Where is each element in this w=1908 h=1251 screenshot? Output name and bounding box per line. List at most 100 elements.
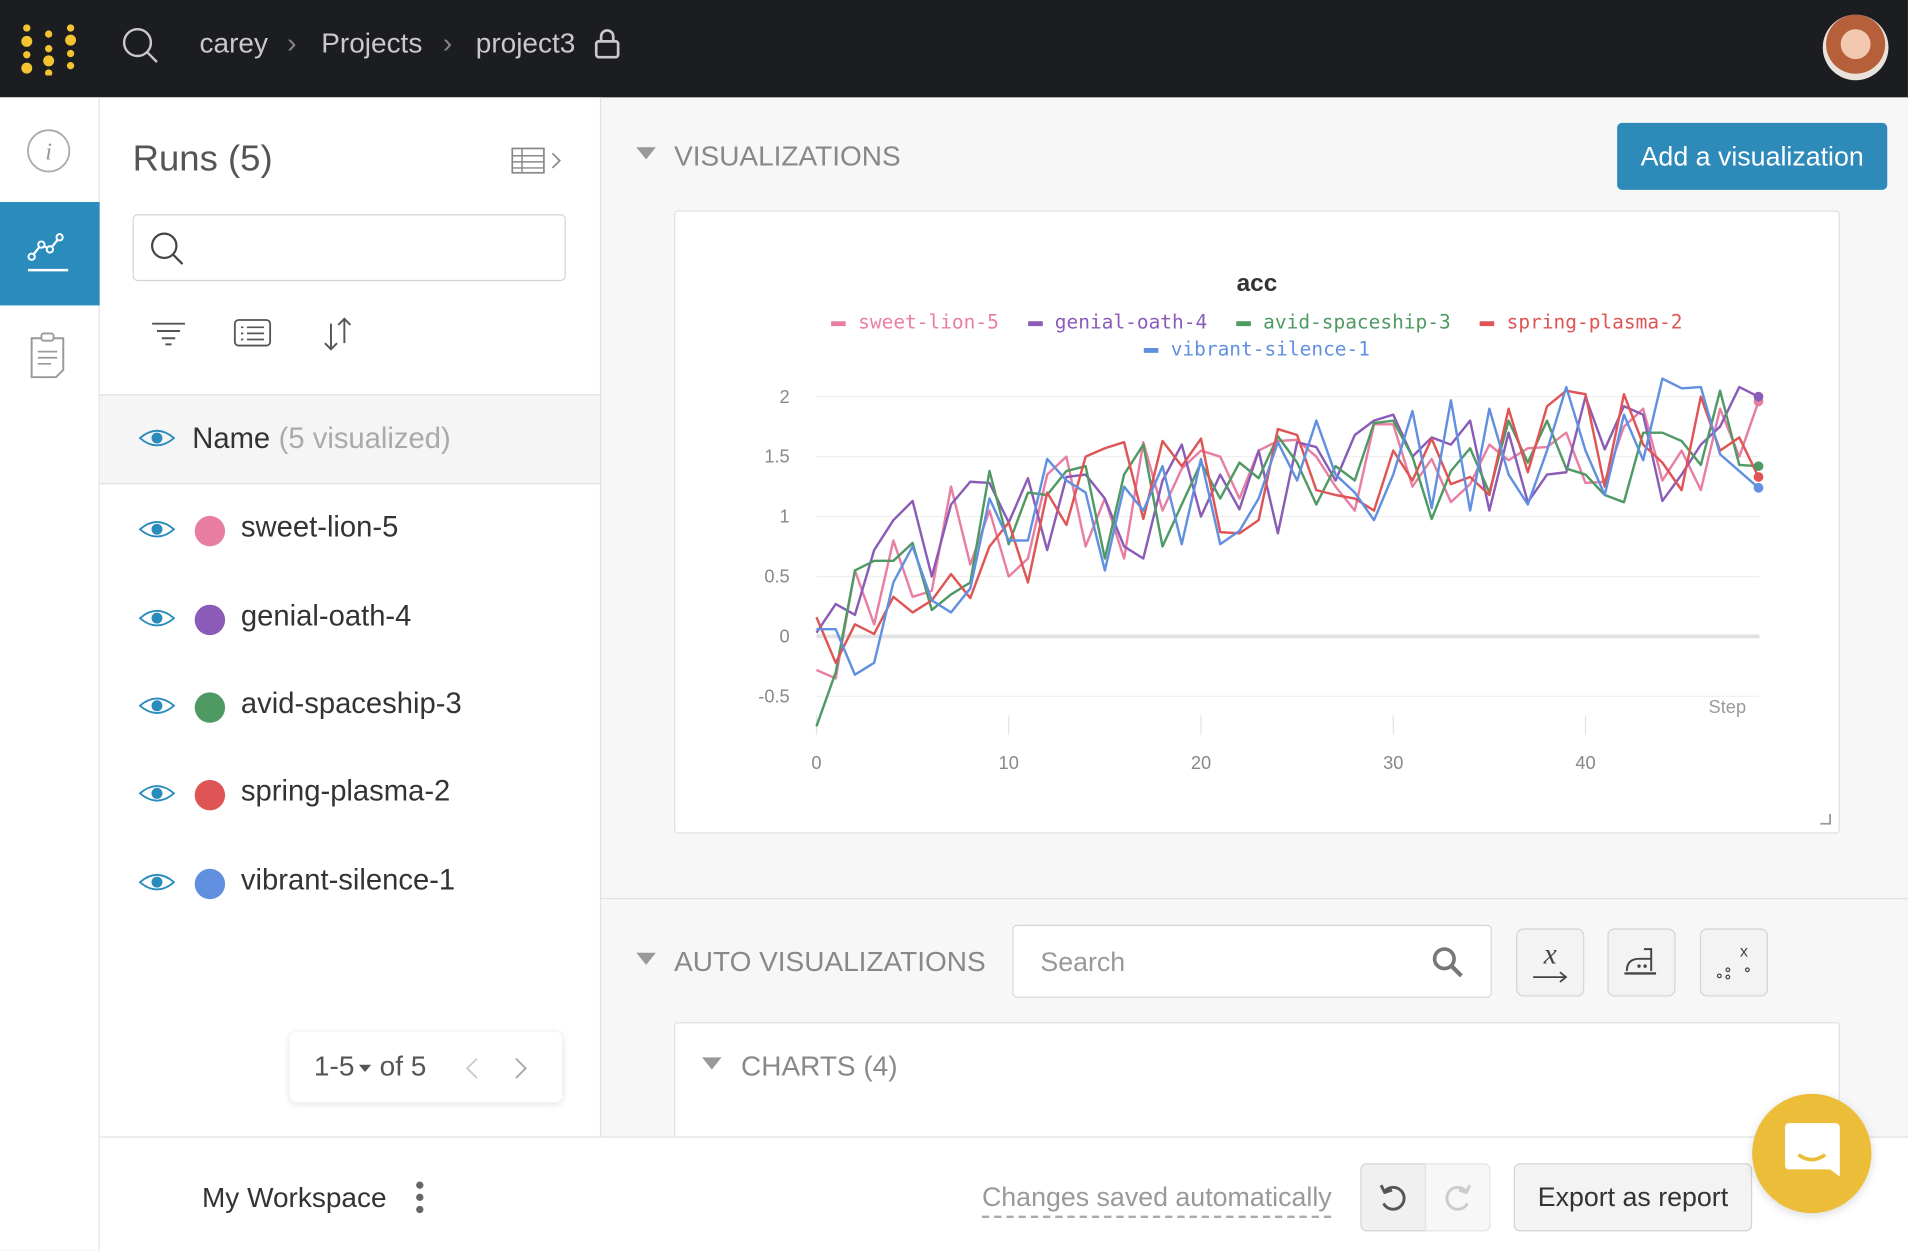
chat-widget-button[interactable] <box>1752 1093 1872 1214</box>
charts-icon <box>27 233 69 272</box>
legend-item[interactable]: spring-plasma-2 <box>1479 310 1683 334</box>
collapse-visualizations-icon[interactable] <box>636 147 656 160</box>
chevron-left-icon[interactable] <box>462 1056 481 1080</box>
run-row[interactable]: vibrant-silence-1 <box>100 847 600 920</box>
x-axis-button[interactable]: x <box>1516 928 1585 997</box>
pagination: 1-5 of 5 <box>289 1031 563 1103</box>
breadcrumb-user[interactable]: carey <box>199 26 269 59</box>
outliers-button[interactable]: x <box>1699 928 1769 997</box>
avatar[interactable] <box>1822 14 1889 81</box>
run-color-swatch[interactable] <box>194 604 226 636</box>
chart-title: acc <box>1236 270 1278 297</box>
lock-icon <box>594 29 620 59</box>
run-color-swatch[interactable] <box>194 779 226 811</box>
bottom-bar: My Workspace Changes saved automatically… <box>99 1136 1908 1251</box>
auto-visualizations-header: AUTO VISUALIZATIONS <box>674 945 986 978</box>
workspace-name: My Workspace <box>201 1181 387 1214</box>
x-tick-label: 40 <box>1575 752 1595 773</box>
auto-search-input[interactable]: Search <box>1012 924 1492 998</box>
search-icon[interactable] <box>122 27 161 66</box>
run-name[interactable]: avid-spaceship-3 <box>240 687 462 721</box>
runs-panel: Runs (5) Name (5 visualized) <box>99 97 602 1137</box>
series-end-point-avid-spaceship-3 <box>1753 461 1764 472</box>
runs-search-input[interactable] <box>132 214 566 282</box>
run-name[interactable]: genial-oath-4 <box>240 599 412 633</box>
legend-swatch <box>1143 347 1159 353</box>
run-row[interactable]: avid-spaceship-3 <box>100 670 600 743</box>
breadcrumb-project[interactable]: project3 <box>475 26 576 59</box>
visualized-count: (5 visualized) <box>278 422 451 456</box>
collapse-charts-icon[interactable] <box>702 1057 722 1070</box>
page-range-select[interactable]: 1-5 <box>313 1050 355 1082</box>
legend-item[interactable]: sweet-lion-5 <box>831 310 999 333</box>
series-end-point-spring-plasma-2 <box>1753 472 1764 482</box>
sort-icon[interactable] <box>321 316 355 353</box>
redo-button[interactable] <box>1424 1163 1491 1232</box>
notes-icon[interactable] <box>27 331 71 382</box>
run-row[interactable]: spring-plasma-2 <box>100 758 600 831</box>
y-tick-label: 0 <box>780 625 790 646</box>
legend-label: genial-oath-4 <box>1054 310 1208 334</box>
eye-icon[interactable] <box>138 871 176 893</box>
group-icon[interactable] <box>233 319 273 348</box>
series-line-avid-spaceship-3 <box>815 389 1759 727</box>
legend-item[interactable]: genial-oath-4 <box>1028 310 1207 333</box>
run-color-swatch[interactable] <box>194 692 226 723</box>
undo-icon <box>1379 1184 1406 1211</box>
x-axis-label: Step <box>1709 696 1747 717</box>
name-column-header[interactable]: Name (5 visualized) <box>99 394 600 485</box>
legend-item[interactable]: vibrant-silence-1 <box>1143 337 1370 360</box>
breadcrumb-separator: › <box>442 26 453 59</box>
series-line-sweet-lion-5 <box>815 401 1760 680</box>
resize-handle-icon[interactable] <box>1819 813 1831 825</box>
visualizations-header: VISUALIZATIONS <box>674 139 901 172</box>
run-name[interactable]: vibrant-silence-1 <box>240 863 456 897</box>
eye-icon[interactable] <box>138 695 176 717</box>
add-visualization-button[interactable]: Add a visualization <box>1617 122 1888 190</box>
autosave-status: Changes saved automatically <box>981 1182 1332 1219</box>
x-tick-label: 30 <box>1383 752 1403 773</box>
run-color-swatch[interactable] <box>194 868 226 900</box>
legend-label: spring-plasma-2 <box>1506 310 1683 334</box>
page-total: of 5 <box>379 1050 427 1082</box>
chart-legend: sweet-lion-5 genial-oath-4 avid-spaceship-… <box>675 309 1838 363</box>
chevron-right-icon[interactable] <box>511 1056 530 1080</box>
breadcrumb-projects[interactable]: Projects <box>321 26 423 59</box>
eye-icon[interactable] <box>138 518 176 540</box>
smoothing-button[interactable] <box>1607 928 1676 997</box>
auto-search-placeholder: Search <box>1040 946 1126 978</box>
rail-item-charts[interactable] <box>0 201 100 306</box>
y-tick-label: -0.5 <box>758 685 789 706</box>
filter-icon[interactable] <box>151 321 188 346</box>
undo-button[interactable] <box>1360 1163 1427 1232</box>
run-name[interactable]: spring-plasma-2 <box>240 775 451 808</box>
iron-icon <box>1624 948 1657 975</box>
run-row[interactable]: genial-oath-4 <box>100 583 600 656</box>
x-tick-label: 10 <box>999 752 1019 773</box>
legend-swatch <box>1028 320 1043 326</box>
eye-icon[interactable] <box>138 427 176 449</box>
export-report-button[interactable]: Export as report <box>1513 1163 1753 1232</box>
charts-section: CHARTS (4) <box>674 1022 1840 1159</box>
run-name[interactable]: sweet-lion-5 <box>240 511 399 544</box>
eye-icon[interactable] <box>138 782 176 804</box>
collapse-auto-icon[interactable] <box>636 952 656 965</box>
logo-icon[interactable] <box>19 19 77 76</box>
x-tick-label: 0 <box>811 752 821 773</box>
series-line-genial-oath-4 <box>815 385 1760 634</box>
svg-text:x: x <box>1740 943 1748 960</box>
chat-icon <box>1785 1123 1840 1177</box>
more-vertical-icon[interactable] <box>414 1181 426 1216</box>
eye-icon[interactable] <box>138 607 176 629</box>
run-row[interactable]: sweet-lion-5 <box>100 494 600 567</box>
legend-label: avid-spaceship-3 <box>1263 310 1451 334</box>
table-expand-icon[interactable] <box>511 146 565 175</box>
name-header-label: Name <box>192 422 271 456</box>
legend-item[interactable]: avid-spaceship-3 <box>1236 310 1451 334</box>
y-tick-label: 1.5 <box>764 446 789 467</box>
info-icon[interactable]: i <box>24 127 73 176</box>
search-icon <box>1432 947 1463 978</box>
run-color-swatch[interactable] <box>194 515 226 547</box>
